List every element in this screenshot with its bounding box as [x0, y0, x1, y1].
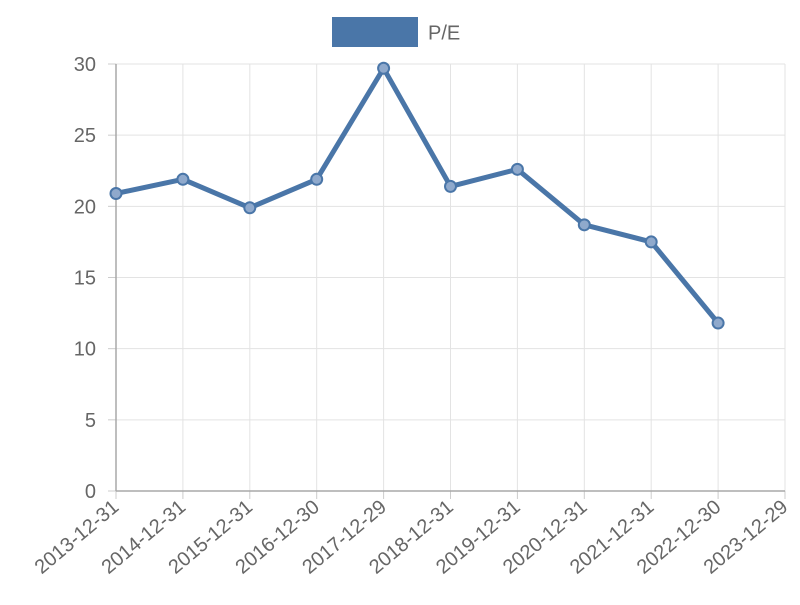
y-tick-label: 10 [74, 339, 96, 361]
data-point[interactable] [377, 61, 391, 75]
y-tick-label: 15 [74, 268, 96, 290]
y-tick-label: 20 [74, 196, 96, 218]
data-point[interactable] [444, 179, 457, 193]
legend-label: P/E [428, 23, 460, 45]
series-line [113, 65, 721, 326]
data-point[interactable] [644, 235, 658, 249]
series [109, 61, 725, 330]
legend[interactable]: P/E [332, 17, 460, 47]
data-point[interactable] [510, 162, 524, 176]
data-point[interactable] [577, 218, 591, 232]
axes: 0510152025302013-12-312014-12-312015-12-… [31, 54, 793, 579]
y-tick-label: 5 [85, 410, 96, 432]
y-tick-label: 0 [85, 481, 96, 503]
grid [116, 63, 786, 491]
data-point[interactable] [243, 201, 257, 215]
legend-swatch [332, 17, 418, 47]
y-tick-label: 30 [74, 54, 96, 76]
data-point[interactable] [176, 172, 190, 186]
data-point[interactable] [310, 172, 324, 186]
data-point[interactable] [711, 316, 725, 330]
y-tick-label: 25 [74, 125, 96, 147]
data-point[interactable] [109, 187, 123, 201]
